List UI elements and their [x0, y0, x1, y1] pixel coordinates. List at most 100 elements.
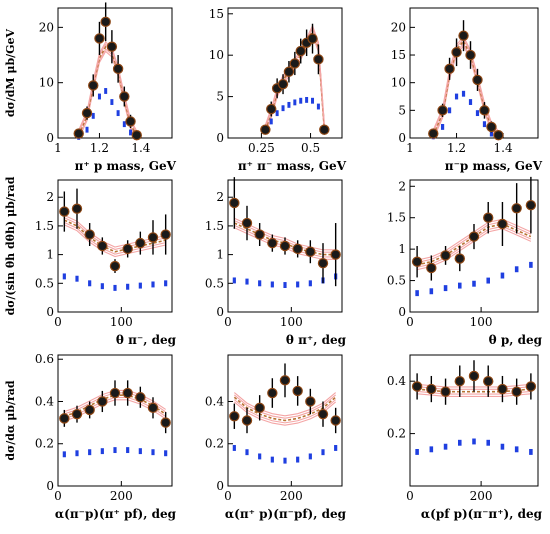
x-tick-label: 200: [280, 489, 303, 503]
blue-bar: [270, 456, 274, 463]
data-point: [84, 229, 95, 240]
data-point: [458, 30, 469, 41]
data-point: [59, 413, 70, 424]
model-curve: [233, 394, 337, 419]
y-tick-label: 0.4: [35, 394, 54, 408]
y-tick-label: 1.5: [35, 219, 54, 233]
data-point: [411, 256, 423, 267]
data-point: [88, 80, 99, 91]
data-point: [451, 47, 462, 58]
row-ylabels: dσ/dM μb/GeV dσ/(sin θh dθh) μb/rad dσ/dα …: [4, 28, 17, 460]
model-curve: [233, 396, 337, 422]
blue-bar: [308, 280, 312, 287]
data-point: [279, 240, 291, 252]
data-point: [122, 387, 133, 399]
row-y-axis-label: dσ/(sin θh dθh) μb/rad: [4, 176, 17, 315]
y-tick-label: 0: [216, 131, 224, 145]
x-tick-label: 0: [54, 315, 62, 329]
data-point: [479, 105, 490, 116]
data-point: [147, 232, 159, 243]
blue-bar: [486, 277, 490, 284]
y-tick-label: 0.2: [35, 437, 54, 451]
y-tick-label: 0.6: [35, 352, 54, 366]
blue-bar: [321, 449, 325, 456]
data-point: [254, 402, 265, 414]
blue-bar: [269, 118, 273, 125]
blue-bar: [415, 448, 419, 455]
model-curve: [64, 222, 166, 255]
data-point: [295, 45, 306, 57]
data-point: [277, 78, 289, 90]
x-axis-label: α(π⁺ p)(π⁻pf), deg: [225, 507, 347, 521]
data-point: [525, 199, 537, 211]
data-point: [267, 237, 278, 249]
data-point: [122, 243, 133, 255]
data-point: [486, 121, 497, 133]
y-tick-label: 2: [398, 179, 406, 193]
blue-bar: [85, 126, 89, 133]
blue-bar: [258, 453, 262, 460]
data-point: [437, 105, 448, 116]
data-point: [109, 260, 121, 272]
blue-bar: [447, 107, 452, 114]
y-tick-label: 0.2: [387, 427, 406, 441]
data-point: [483, 376, 494, 387]
y-tick-label: 1.5: [205, 219, 224, 233]
x-tick-label: 1.4: [131, 141, 150, 155]
data-point: [94, 33, 105, 44]
blue-bar: [100, 448, 104, 455]
blue-bar: [97, 93, 101, 100]
model-curve: [78, 48, 138, 139]
x-tick-label: 1.2: [447, 141, 466, 155]
y-tick-label: 0.4: [387, 374, 406, 388]
data-point: [119, 91, 130, 102]
blue-bar: [415, 290, 419, 297]
blue-bar: [296, 456, 300, 463]
blue-bar: [514, 266, 519, 273]
data-point: [229, 411, 240, 422]
blue-bar: [440, 124, 445, 130]
data-point: [160, 417, 171, 428]
data-point: [112, 63, 124, 75]
model-curve: [417, 393, 531, 397]
blue-bar: [334, 445, 338, 451]
blue-bar: [299, 97, 303, 104]
data-point: [241, 415, 253, 426]
blue-bar: [468, 99, 473, 105]
data-point: [305, 396, 316, 407]
x-tick-label: 1.4: [494, 141, 513, 155]
y-tick-label: 0.5: [35, 276, 54, 290]
blue-bar: [151, 449, 155, 456]
data-point: [135, 392, 146, 403]
y-tick-label: 0.4: [205, 394, 224, 408]
x-tick-label: 0.25: [248, 141, 275, 155]
plot-frame: [409, 354, 539, 487]
blue-bar: [529, 448, 533, 455]
blue-bar: [62, 273, 66, 280]
x-axis-label: π⁺ p mass, GeV: [75, 159, 177, 173]
blue-bar: [104, 88, 108, 94]
data-point: [97, 240, 108, 252]
data-point: [106, 41, 118, 52]
model-curve: [432, 39, 500, 137]
chart-panel-1: 1 1.2 1.4 0 10 20 π⁺ p mass, GeV: [39, 2, 177, 173]
x-axis-label: θ π⁻, deg: [116, 333, 177, 347]
data-point: [59, 206, 70, 217]
model-curve: [64, 219, 166, 253]
blue-bar: [461, 90, 466, 97]
x-axis-label: θ π⁺, deg: [286, 333, 347, 347]
data-point: [254, 229, 265, 240]
x-axis-label: π⁺ π⁻ mass, GeV: [238, 159, 347, 173]
plot-frame: [227, 354, 343, 487]
blue-bar: [475, 110, 480, 117]
blue-bar: [232, 445, 236, 451]
y-tick-label: 0.5: [387, 274, 406, 288]
x-axis-label: π⁻p mass, GeV: [445, 159, 543, 173]
blue-bar: [126, 283, 130, 290]
chart-panel-2: 0.25 0.5 0 5 10 15 π⁺ π⁻ mass, GeV: [209, 7, 347, 173]
y-tick-label: 1: [46, 248, 54, 262]
y-tick-label: 0: [46, 131, 54, 145]
chart-panel-5: 0 100 0 0.5 1 1.5 2 θ π⁺, deg: [205, 177, 347, 347]
y-tick-label: 1: [216, 248, 224, 262]
